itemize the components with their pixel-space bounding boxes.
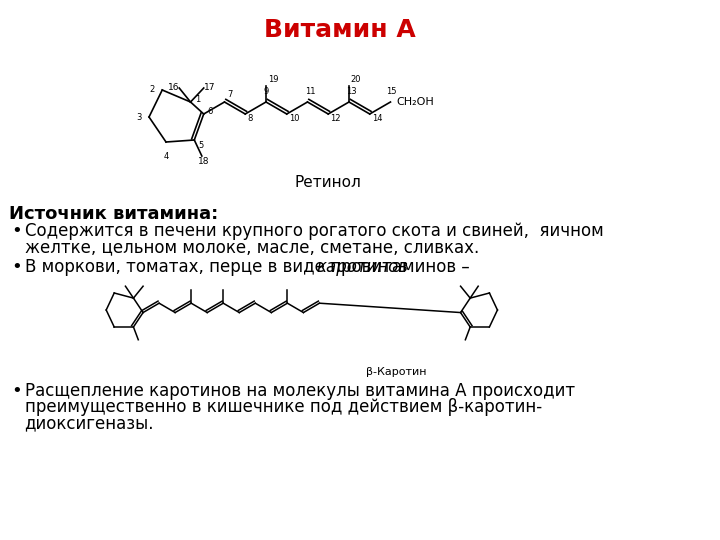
Text: 16: 16	[168, 83, 179, 91]
Text: 13: 13	[346, 87, 357, 96]
Text: В моркови, томатах, перце в виде провитаминов –: В моркови, томатах, перце в виде провита…	[24, 258, 474, 276]
Text: 3: 3	[136, 112, 141, 122]
Text: 4: 4	[163, 152, 168, 161]
Text: диоксигеназы.: диоксигеназы.	[24, 414, 154, 432]
Text: 14: 14	[372, 114, 382, 123]
Text: 5: 5	[198, 140, 203, 150]
Text: 12: 12	[330, 114, 341, 123]
Text: Содержится в печени крупного рогатого скота и свиней,  яичном: Содержится в печени крупного рогатого ск…	[24, 222, 603, 240]
Text: 9: 9	[263, 87, 269, 96]
Text: β-Каротин: β-Каротин	[366, 367, 426, 377]
Text: каротинов: каротинов	[317, 258, 408, 276]
Text: 6: 6	[207, 107, 213, 117]
Text: •: •	[12, 258, 22, 276]
Text: 1: 1	[195, 96, 200, 105]
Text: 15: 15	[386, 87, 396, 96]
Text: Расщепление каротинов на молекулы витамина А происходит: Расщепление каротинов на молекулы витами…	[24, 382, 575, 400]
Text: 20: 20	[351, 75, 361, 84]
Text: 19: 19	[268, 75, 279, 84]
Text: Источник витамина:: Источник витамина:	[9, 205, 219, 223]
Text: 11: 11	[305, 87, 315, 96]
Text: •: •	[12, 222, 22, 240]
Text: желтке, цельном молоке, масле, сметане, сливках.: желтке, цельном молоке, масле, сметане, …	[24, 238, 479, 256]
Text: Ретинол: Ретинол	[294, 175, 361, 190]
Text: 18: 18	[198, 158, 210, 166]
Text: 8: 8	[247, 114, 253, 123]
Text: Витамин А: Витамин А	[264, 18, 415, 42]
Text: 7: 7	[228, 90, 233, 99]
Text: •: •	[12, 382, 22, 400]
Text: CH₂OH: CH₂OH	[396, 97, 434, 107]
Text: преимущественно в кишечнике под действием β-каротин-: преимущественно в кишечнике под действие…	[24, 398, 541, 416]
Text: 17: 17	[204, 83, 215, 91]
Text: 10: 10	[289, 114, 299, 123]
Text: 2: 2	[150, 85, 155, 94]
